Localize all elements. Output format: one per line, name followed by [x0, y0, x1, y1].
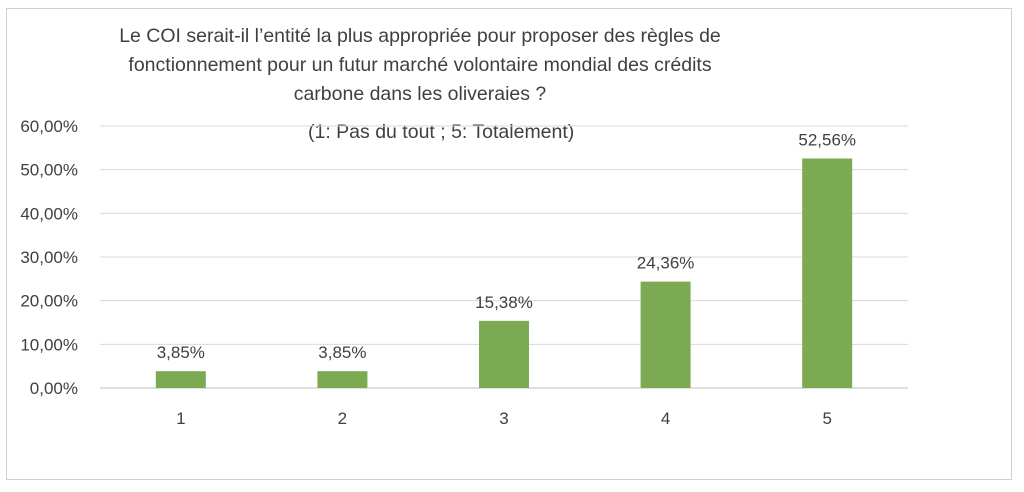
y-tick-label: 60,00%	[20, 117, 78, 136]
data-label: 24,36%	[637, 254, 695, 273]
y-tick-label: 0,00%	[30, 379, 78, 398]
bar	[317, 371, 368, 388]
data-label: 3,85%	[318, 343, 366, 362]
data-label: 52,56%	[798, 130, 856, 149]
y-tick-label: 10,00%	[20, 335, 78, 354]
x-tick-label: 5	[822, 409, 831, 428]
y-tick-label: 40,00%	[20, 204, 78, 223]
x-tick-label: 3	[499, 409, 508, 428]
bar	[479, 320, 529, 388]
y-tick-label: 50,00%	[20, 161, 78, 180]
chart-title-line-3: carbone dans les oliveraies ?	[293, 83, 547, 105]
x-tick-label: 1	[176, 409, 185, 428]
chart-title: Le COI serait-il l’entité la plus approp…	[90, 22, 750, 109]
x-tick-label: 4	[661, 409, 670, 428]
bar	[802, 158, 853, 388]
chart-title-line-2: fonctionnement pour un futur marché volo…	[128, 54, 712, 76]
chart-title-line-1: Le COI serait-il l’entité la plus approp…	[119, 25, 721, 47]
data-label: 3,85%	[157, 343, 205, 362]
x-tick-label: 2	[338, 409, 347, 428]
bar	[640, 281, 691, 388]
bar	[155, 371, 206, 388]
data-label: 15,38%	[475, 293, 533, 312]
y-tick-label: 20,00%	[20, 292, 78, 311]
y-tick-label: 30,00%	[20, 248, 78, 267]
